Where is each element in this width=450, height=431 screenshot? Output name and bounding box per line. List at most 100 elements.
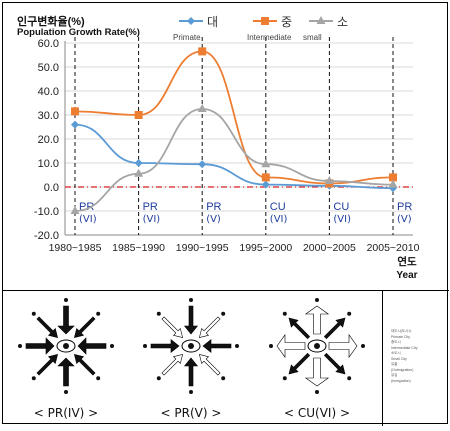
diagram-panel-cu-vi: < CU(VI) >: [253, 291, 381, 426]
flow-arrow: [150, 338, 180, 354]
flow-arrow: [73, 353, 96, 376]
flow-arrow: [304, 357, 330, 387]
diagram-panel-pr-iv: < PR(IV) >: [3, 291, 129, 426]
y-tick-label: 20.0: [38, 134, 59, 146]
city-node: [315, 390, 319, 394]
flow-arrow: [323, 317, 346, 340]
line-chart: 인구변화율(%) Population Growth Rate(%) 60.0 5…: [3, 3, 449, 289]
y-tick-label: -10.0: [34, 206, 59, 218]
y-tick-label: -20.0: [34, 230, 59, 242]
series-marker-primate: [198, 160, 207, 169]
city-node: [110, 344, 114, 348]
legend-sublabel: small: [303, 33, 322, 42]
y-axis-title-korean: 인구변화율(%): [17, 16, 85, 28]
diagram-legend-item: Primate City: [391, 334, 411, 339]
flow-arrow: [57, 305, 75, 335]
series-marker-intermediate: [389, 173, 397, 182]
city-node: [221, 311, 226, 316]
series-marker-small: [324, 176, 334, 184]
flow-arrow: [77, 337, 107, 355]
series-marker-small: [261, 159, 271, 168]
city-node: [96, 311, 101, 316]
stage-code-label: PR: [206, 201, 221, 213]
flow-arrow: [183, 305, 199, 335]
series-marker-small: [134, 168, 144, 177]
y-tick-label: 60.0: [38, 38, 59, 50]
city-node: [269, 344, 273, 348]
city-node: [156, 311, 161, 316]
flow-arrow: [161, 353, 184, 376]
city-node: [282, 311, 287, 316]
diagram-legend-item: 소도시: [391, 351, 401, 355]
primate-city-core: [63, 343, 69, 349]
migration-diagram-cu-vi: [269, 298, 365, 394]
diagram-legend-item: Intermediate City: [391, 345, 418, 350]
flow-arrow: [36, 316, 59, 339]
city-node: [189, 298, 193, 302]
city-node: [64, 390, 68, 394]
flow-arrow: [304, 305, 330, 335]
flow-arrow: [276, 333, 306, 359]
diagram-legend-item: (Inmigration): [391, 378, 411, 383]
flow-arrow: [57, 357, 75, 387]
city-node: [156, 376, 161, 381]
x-axis-title-english: Year: [396, 270, 417, 281]
series-marker-intermediate: [134, 111, 143, 119]
city-node: [18, 344, 22, 348]
migration-diagram-pr-iv: [18, 298, 114, 394]
y-tick-label: 50.0: [38, 62, 59, 74]
flow-arrow: [202, 338, 232, 354]
legend-label: 중: [281, 15, 292, 29]
flow-arrow: [288, 317, 311, 340]
x-tick-label: 1985~1990: [112, 242, 165, 254]
flow-arrow: [183, 357, 199, 387]
diagram-panel-pr-v: < PR(Ⅴ) >: [129, 291, 253, 426]
x-axis-title-korean: 연도: [397, 255, 417, 268]
x-tick-label: 2005~2010: [367, 242, 420, 254]
legend-marker-small: [316, 16, 326, 24]
stage-code-label: PR: [397, 201, 412, 213]
city-node: [31, 376, 36, 381]
legend-marker-primate: [187, 17, 195, 25]
series-line-2: [74, 50, 394, 185]
stage-code-label: CU: [270, 201, 286, 213]
legend-label: 대: [207, 15, 218, 29]
series-marker-primate: [134, 159, 143, 167]
legend-sublabel: Primate: [173, 33, 201, 42]
stage-code-label: CU: [333, 201, 349, 213]
flow-arrow: [328, 333, 358, 359]
city-node: [235, 344, 239, 348]
series-marker-intermediate: [261, 173, 270, 182]
stage-number-label: (VI): [79, 214, 97, 225]
diagram-legend-item: Small City: [391, 356, 407, 361]
city-node: [347, 376, 352, 381]
city-node: [31, 311, 36, 316]
city-node: [315, 298, 319, 302]
flow-arrow: [288, 352, 311, 375]
series-marker-intermediate: [71, 107, 79, 116]
series-marker-intermediate: [198, 47, 207, 56]
city-node: [347, 311, 352, 316]
diagram-legend-item: 유입: [391, 373, 398, 377]
city-node: [221, 376, 226, 381]
city-node: [143, 344, 147, 348]
flow-arrow: [36, 353, 59, 376]
diagram-caption-pr-iv: < PR(IV) >: [33, 406, 99, 420]
series-marker-primate: [261, 180, 270, 189]
city-node: [361, 344, 365, 348]
x-tick-label: 2000~2005: [303, 242, 356, 254]
y-tick-label: 30.0: [38, 110, 59, 122]
series-marker-small: [388, 179, 398, 188]
stage-code-label: PR: [143, 201, 158, 213]
diagram-legend-item: (Outmigration): [391, 367, 414, 372]
city-node: [96, 376, 101, 381]
y-axis-title-english: Population Growth Rate(%): [17, 27, 140, 38]
y-tick-label: 40.0: [38, 86, 59, 98]
series-marker-small: [197, 104, 207, 112]
flow-arrow: [198, 353, 221, 376]
figure-frame: 인구변화율(%) Population Growth Rate(%) 60.0 5…: [2, 2, 449, 426]
x-tick-label: 1995~2000: [239, 242, 292, 254]
stage-number-label: (VI): [333, 214, 351, 225]
diagram-legend-item: 대도시(도시1): [391, 329, 412, 333]
flow-arrow: [161, 316, 184, 339]
